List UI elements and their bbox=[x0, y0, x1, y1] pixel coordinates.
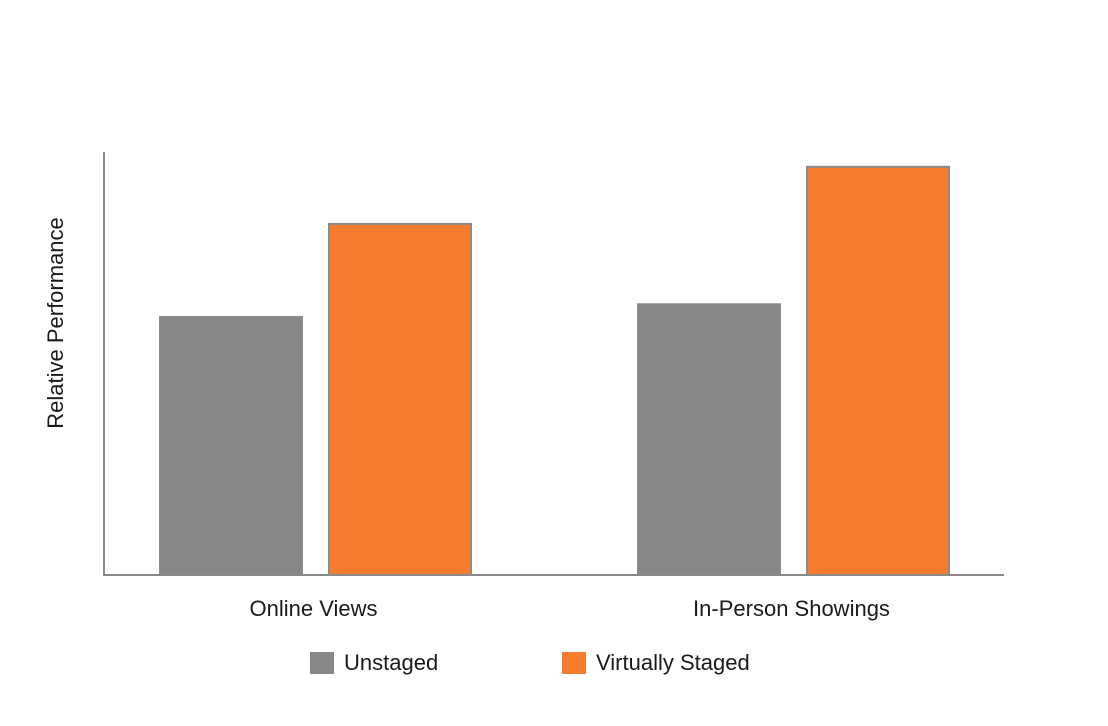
bar bbox=[159, 315, 303, 576]
bar bbox=[806, 165, 950, 576]
x-tick-label: Online Views bbox=[250, 596, 378, 621]
legend-swatch bbox=[310, 652, 334, 674]
y-axis-label: Relative Performance bbox=[43, 217, 68, 429]
x-tick-label: In-Person Showings bbox=[693, 596, 890, 621]
bar bbox=[637, 303, 781, 576]
legend-label: Unstaged bbox=[344, 650, 438, 675]
legend-swatch bbox=[562, 652, 586, 674]
legend-label: Virtually Staged bbox=[596, 650, 750, 675]
bar bbox=[328, 222, 472, 576]
